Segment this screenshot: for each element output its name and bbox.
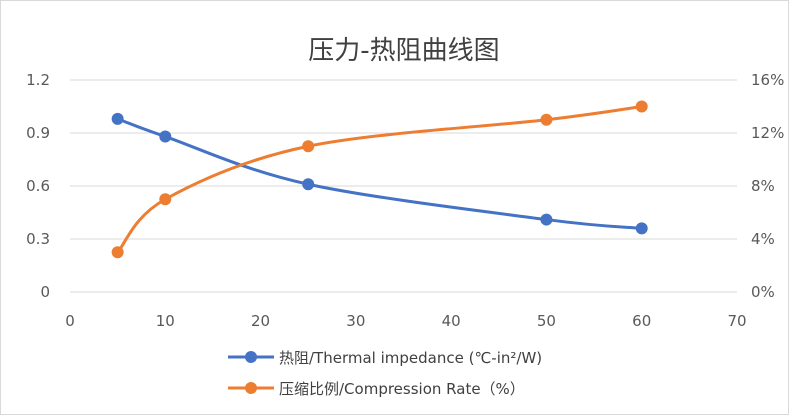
series-layer bbox=[111, 100, 648, 259]
y-left-tick-label: 0 bbox=[40, 283, 50, 301]
thermal-impedance-point bbox=[159, 130, 172, 143]
legend-label-compression-rate: 压缩比例/Compression Rate（%） bbox=[279, 380, 525, 398]
compression-rate-point bbox=[540, 113, 553, 126]
y-left-tick-label: 0.9 bbox=[26, 124, 50, 142]
thermal-impedance-point bbox=[635, 222, 648, 235]
compression-rate-point bbox=[635, 100, 648, 113]
x-tick-label: 10 bbox=[156, 312, 175, 330]
x-tick-label: 70 bbox=[727, 312, 746, 330]
y-left-tick-label: 0.6 bbox=[26, 177, 50, 195]
compression-rate-point bbox=[111, 246, 124, 259]
y-right-tick-label: 4% bbox=[751, 230, 775, 248]
legend-label-thermal-impedance: 热阻/Thermal impedance (℃-in²/W) bbox=[279, 349, 542, 367]
x-tick-label: 0 bbox=[65, 312, 75, 330]
x-tick-label: 30 bbox=[346, 312, 365, 330]
y-left-tick-label: 1.2 bbox=[26, 71, 50, 89]
y-right-tick-label: 8% bbox=[751, 177, 775, 195]
x-tick-label: 40 bbox=[442, 312, 461, 330]
y-right-tick-label: 12% bbox=[751, 124, 784, 142]
y-right-tick-label: 0% bbox=[751, 283, 775, 301]
compression-rate-point bbox=[302, 140, 315, 153]
thermal-impedance-point bbox=[302, 178, 315, 191]
thermal-impedance-point bbox=[540, 213, 553, 226]
x-tick-label: 50 bbox=[537, 312, 556, 330]
legend-marker-thermal-impedance bbox=[245, 351, 257, 363]
gridlines bbox=[70, 79, 737, 293]
legend-marker-compression-rate bbox=[245, 382, 257, 394]
y-left-tick-label: 0.3 bbox=[26, 230, 50, 248]
x-tick-label: 20 bbox=[251, 312, 270, 330]
legend: 热阻/Thermal impedance (℃-in²/W) 压缩比例/Compr… bbox=[228, 349, 542, 398]
compression-rate-line bbox=[116, 105, 644, 254]
chart-title: 压力-热阻曲线图 bbox=[308, 36, 499, 66]
axis-labels: 0 0% 0.3 4% 0.6 8% 0.9 12% 1.2 16% 0 10 20 30 40 50 60 70 bbox=[26, 71, 784, 330]
thermal-impedance-point bbox=[111, 112, 124, 125]
compression-rate-point bbox=[159, 193, 172, 206]
y-right-tick-label: 16% bbox=[751, 71, 784, 89]
x-tick-label: 60 bbox=[632, 312, 651, 330]
